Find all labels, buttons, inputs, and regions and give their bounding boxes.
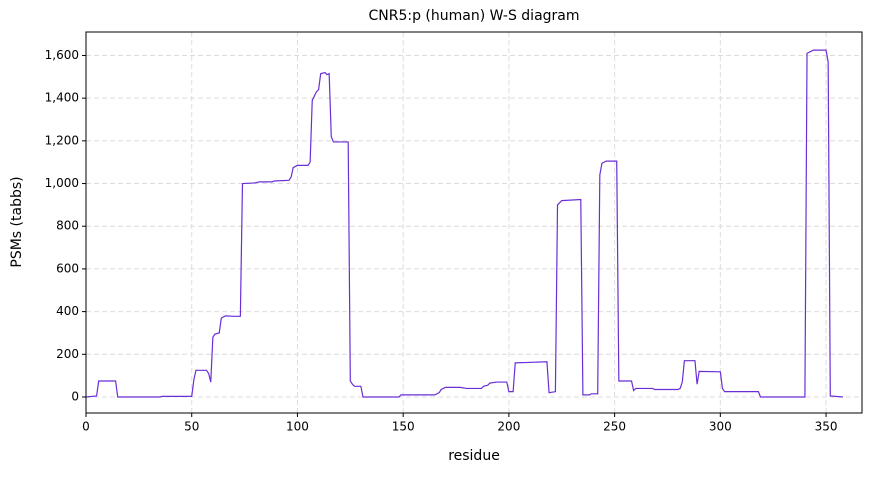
x-tick-label: 300 (709, 420, 732, 434)
plot-frame (85, 31, 863, 414)
y-tick-label: 800 (56, 219, 79, 233)
y-tick-label: 1,600 (45, 48, 79, 62)
chart-title: CNR5:p (human) W-S diagram (368, 8, 579, 24)
x-tick-label: 0 (82, 420, 90, 434)
y-tick-label: 400 (56, 304, 79, 318)
y-tick-label: 600 (56, 261, 79, 275)
x-tick-label: 100 (286, 420, 309, 434)
x-tick-label: 50 (184, 420, 199, 434)
x-tick-label: 150 (392, 420, 415, 434)
y-tick-label: 0 (71, 389, 79, 403)
x-axis-label: residue (448, 448, 500, 464)
y-tick-label: 1,200 (45, 133, 79, 147)
y-tick-label: 1,000 (45, 176, 79, 190)
y-tick-label: 1,400 (45, 91, 79, 105)
x-tick-label: 350 (815, 420, 838, 434)
y-tick-label: 200 (56, 347, 79, 361)
x-tick-label: 250 (603, 420, 626, 434)
data-line (85, 49, 844, 398)
x-tick-label: 200 (497, 420, 520, 434)
y-axis-label: PSMs (tabbs) (9, 176, 25, 267)
